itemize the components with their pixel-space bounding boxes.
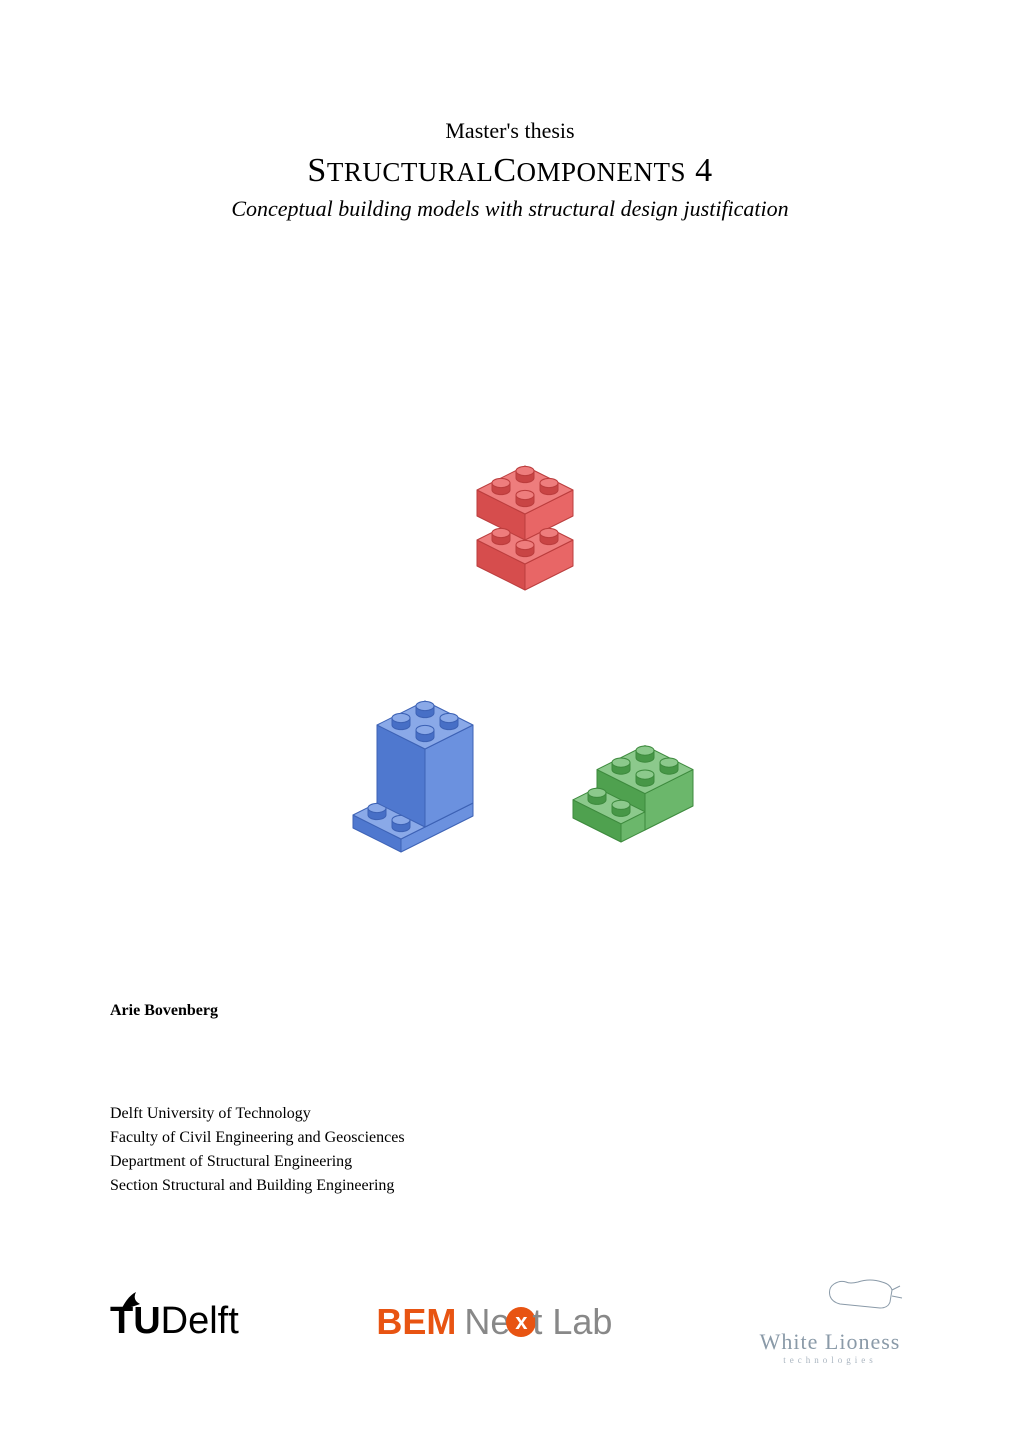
lioness-icon	[750, 1278, 910, 1324]
affiliation: Delft University of Technology Faculty o…	[110, 1102, 910, 1198]
logo-white-lioness: White Lioness technologies	[750, 1278, 910, 1365]
cover-figure	[110, 352, 910, 872]
affiliation-line: Faculty of Civil Engineering and Geoscie…	[110, 1126, 910, 1150]
affiliation-line: Department of Structural Engineering	[110, 1150, 910, 1174]
affiliation-line: Delft University of Technology	[110, 1102, 910, 1126]
title-header: Master's thesis STRUCTURALCOMPONENTS 4 C…	[110, 118, 910, 222]
logo-bem-next-lab: BEM Ne x t Lab	[376, 1301, 612, 1343]
logo-tudelft: TUDelft	[110, 1300, 239, 1343]
thesis-title-page: Master's thesis STRUCTURALCOMPONENTS 4 C…	[0, 0, 1020, 1442]
affiliation-line: Section Structural and Building Engineer…	[110, 1174, 910, 1198]
building-blocks-illustration	[275, 352, 745, 872]
main-title: STRUCTURALCOMPONENTS 4	[110, 152, 910, 190]
author-name: Arie Bovenberg	[110, 1002, 910, 1020]
flame-icon	[118, 1290, 146, 1312]
pretitle: Master's thesis	[110, 118, 910, 144]
subtitle: Conceptual building models with structur…	[110, 196, 910, 222]
logo-row: TUDelft BEM Ne x t Lab White Lioness tec…	[110, 1278, 910, 1365]
